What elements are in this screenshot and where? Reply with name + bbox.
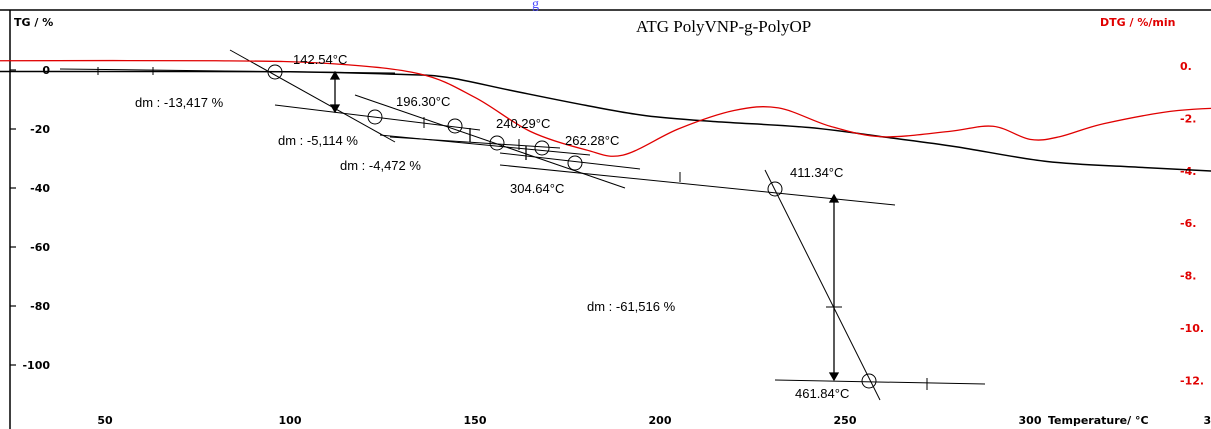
y-tick-label: -40	[30, 182, 50, 195]
dm-annotation: dm : -61,516 %	[587, 299, 676, 314]
dm-arrow	[329, 70, 341, 80]
temp-annotation: 240.29°C	[496, 116, 550, 131]
y-tick-label: -100	[22, 359, 50, 372]
dm-arrow	[329, 104, 341, 114]
temp-annotation: 411.34°C	[790, 165, 843, 180]
dm-arrow	[828, 372, 840, 382]
tangent-line	[499, 164, 896, 206]
x-tick-label: 300	[1019, 414, 1042, 427]
y2-tick-label: -2.	[1180, 112, 1196, 125]
x-tick-label: 250	[834, 414, 857, 427]
y-tick-label: -80	[30, 300, 50, 313]
y2-tick-label: 0.	[1180, 60, 1192, 73]
dtg-series-line	[0, 59, 1211, 157]
onset-marker	[447, 118, 463, 134]
temp-annotation: 262.28°C	[565, 133, 619, 148]
temp-annotation: 142.54°C	[293, 52, 347, 67]
dm-arrow	[828, 193, 840, 203]
tg-series-line	[0, 70, 1211, 172]
dm-annotation: dm : -4,472 %	[340, 158, 421, 173]
y2-axis-title: DTG / %/min	[1100, 16, 1175, 29]
onset-markers	[267, 64, 877, 389]
onset-marker	[534, 140, 550, 156]
tangent-line	[389, 136, 561, 149]
onset-marker	[767, 181, 783, 197]
dm-annotation: dm : -13,417 %	[135, 95, 224, 110]
temp-annotation: 304.64°C	[510, 181, 564, 196]
onset-marker	[367, 109, 383, 125]
x-tick-labels: 50100150200250300350400450500550	[97, 414, 1211, 427]
y2-tick-label: -10.	[1180, 322, 1204, 335]
onset-marker	[861, 373, 877, 389]
temp-annotation: 196.30°C	[396, 94, 450, 109]
onset-marker	[489, 135, 505, 151]
tangent-line	[764, 169, 881, 401]
x-tick-label: 150	[464, 414, 487, 427]
y2-tick-label: -4.	[1180, 165, 1196, 178]
dm-annotation: dm : -5,114 %	[278, 133, 358, 148]
top-fragment: g	[532, 0, 539, 12]
y-tick-label: -60	[30, 241, 50, 254]
onset-marker	[267, 64, 283, 80]
y-axis-title: TG / %	[14, 16, 53, 29]
mass-loss-markers	[329, 70, 840, 382]
y2-tick-label: -6.	[1180, 217, 1196, 230]
y2-tick-label: -12.	[1180, 374, 1204, 387]
temp-annotation: 461.84°C	[795, 386, 849, 401]
onset-marker	[567, 155, 583, 171]
x-tick-label: 50	[97, 414, 113, 427]
cross-markers	[97, 67, 928, 390]
y-tick-labels: 0 -20 -40 -60 -80 -100	[10, 64, 50, 372]
chart-title: ATG PolyVNP-g-PolyOP	[636, 17, 811, 36]
y-tick-label: 0	[42, 64, 50, 77]
x-tick-label: 200	[649, 414, 672, 427]
y2-tick-labels: 0. -2. -4. -6. -8. -10. -12.	[1180, 60, 1204, 387]
x-tick-label: 100	[279, 414, 302, 427]
y-tick-label: -20	[30, 123, 50, 136]
tangent-line	[499, 152, 641, 170]
tangent-line	[229, 49, 396, 143]
y2-tick-label: -8.	[1180, 270, 1196, 283]
x-tick-label: 350	[1204, 414, 1211, 427]
x-axis-title: Temperature/ °C	[1048, 414, 1149, 427]
tangent-line	[774, 379, 986, 385]
